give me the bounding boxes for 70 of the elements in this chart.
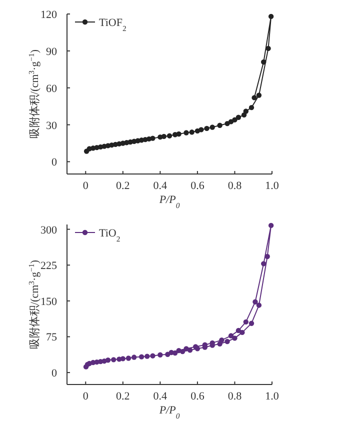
x-tick-label: 0 xyxy=(82,390,89,402)
point xyxy=(219,337,224,343)
point xyxy=(184,130,189,136)
point xyxy=(256,92,262,98)
y-tick-label: 0 xyxy=(52,156,58,169)
x-tick-label: 0 xyxy=(82,180,89,192)
legend-label: TiOF$_{2}$ xyxy=(99,17,126,32)
point xyxy=(158,352,163,358)
point xyxy=(120,356,126,362)
x-tick-label: 0.8 xyxy=(228,180,242,192)
point xyxy=(268,14,274,20)
y-tick-label: 75 xyxy=(46,332,58,344)
point xyxy=(252,95,257,100)
point xyxy=(243,108,249,114)
x-tick-label: 0.4 xyxy=(153,390,168,402)
point xyxy=(232,117,238,122)
point xyxy=(126,356,132,361)
x-tick-label: 0.2 xyxy=(116,390,130,402)
point xyxy=(161,134,167,140)
point xyxy=(176,348,182,354)
point xyxy=(236,114,242,120)
point xyxy=(138,354,144,360)
y-tick-label: 60 xyxy=(46,82,58,95)
y-tick-label: 0 xyxy=(52,368,58,380)
y-tick-label: 150 xyxy=(40,296,58,308)
point xyxy=(210,124,215,130)
point xyxy=(217,341,222,347)
y-tick-label: 225 xyxy=(40,260,58,272)
point xyxy=(264,254,270,260)
point xyxy=(252,299,258,304)
point xyxy=(198,127,204,132)
legend-label: TiO$_{2}$ xyxy=(99,228,120,243)
x-axis-title: P/P$_{0}$ xyxy=(158,404,180,420)
point xyxy=(266,46,271,52)
point xyxy=(131,354,137,360)
point xyxy=(176,131,182,137)
point xyxy=(150,353,156,358)
y-tick-label: 300 xyxy=(40,224,58,236)
point xyxy=(268,222,274,228)
x-tick-label: 0.8 xyxy=(228,390,242,402)
y-tick-label: 120 xyxy=(40,9,58,21)
point xyxy=(224,338,230,344)
x-axis-title: P/P$_{0}$ xyxy=(158,194,180,210)
x-tick-label: 0.4 xyxy=(153,180,168,192)
point xyxy=(232,336,238,341)
point xyxy=(248,320,254,326)
point xyxy=(236,328,242,334)
point xyxy=(110,357,116,362)
point xyxy=(184,346,189,352)
x-tick-label: 0.2 xyxy=(116,180,130,192)
point xyxy=(105,358,111,363)
point xyxy=(189,130,194,135)
point xyxy=(256,302,262,308)
x-tick-label: 0.6 xyxy=(190,180,205,192)
point xyxy=(150,136,156,141)
point xyxy=(144,354,150,359)
point xyxy=(168,350,174,356)
y-tick-label: 90 xyxy=(46,46,58,58)
point xyxy=(166,133,172,138)
point xyxy=(261,59,266,65)
point xyxy=(261,261,266,266)
x-tick-label: 0.6 xyxy=(190,390,205,402)
point xyxy=(243,319,249,325)
point xyxy=(217,122,222,128)
x-tick-label: 1.0 xyxy=(265,390,280,402)
point xyxy=(228,333,234,338)
y-tick-label: 30 xyxy=(46,120,58,132)
x-tick-label: 1.0 xyxy=(265,180,280,192)
point xyxy=(204,126,210,132)
point xyxy=(248,104,254,110)
